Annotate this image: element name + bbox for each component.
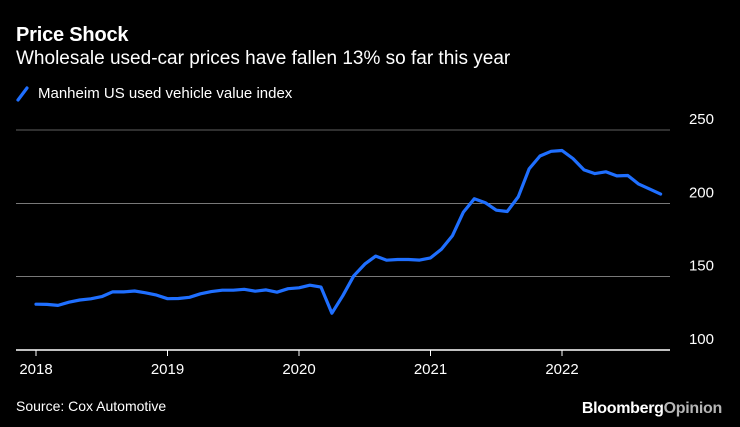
x-tick-label: 2022 (545, 361, 578, 378)
brand-opinion: Opinion (663, 400, 723, 417)
y-tick-label: 100 (689, 331, 714, 348)
legend: Manheim US used vehicle value index (16, 85, 292, 102)
chart-title: Price Shock (16, 24, 129, 46)
bloomberg-opinion-logo: BloombergOpinion (582, 400, 722, 418)
y-tick-label: 250 (689, 111, 714, 128)
source-note: Source: Cox Automotive (16, 398, 167, 414)
brand-bloomberg: Bloomberg (581, 400, 664, 417)
legend-line-icon (16, 85, 30, 102)
y-tick-label: 200 (689, 184, 714, 201)
legend-label: Manheim US used vehicle value index (38, 85, 293, 102)
series-line (34, 148, 663, 315)
chart-subtitle: Wholesale used-car prices have fallen 13… (16, 48, 511, 69)
x-tick-label: 2019 (151, 361, 184, 378)
x-tick-label: 2018 (19, 361, 52, 378)
x-tick-label: 2020 (282, 361, 315, 378)
x-tick-label: 2021 (414, 361, 447, 378)
y-tick-label: 150 (689, 258, 714, 275)
